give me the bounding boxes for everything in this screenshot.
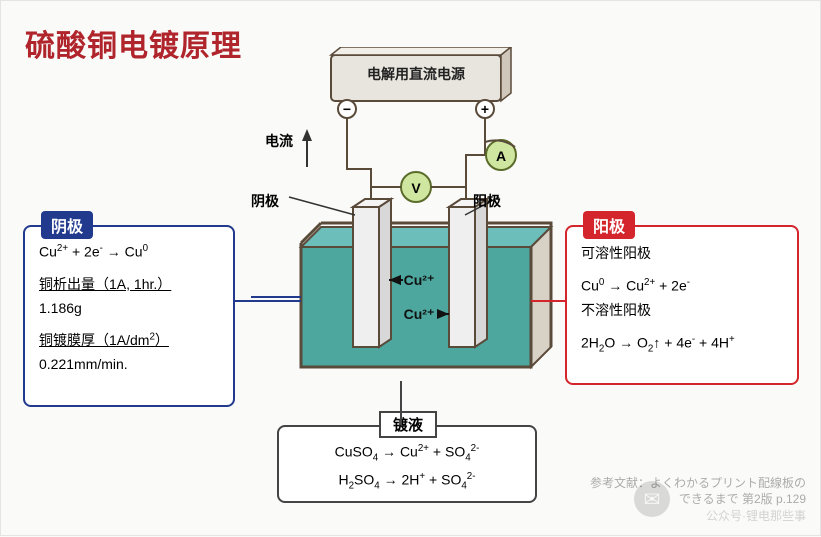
electroplating-diagram: 电解用直流电源 − + V A Cu²⁺ Cu²⁺ (251, 47, 591, 387)
equation-line: 1.186g (39, 300, 219, 316)
equation-line: H2SO4 → 2H+ + SO42- (295, 471, 519, 491)
watermark-badge: 公众号·锂电那些事 (590, 508, 806, 525)
svg-text:−: − (343, 101, 351, 117)
cathode-info-box: Cu2+ + 2e- → Cu0 铜析出量（1A, 1hr.） 1.186g 铜镀膜厚… (23, 225, 235, 407)
watermark-line1: 参考文献：よくわかるプリント配線板の (590, 475, 806, 492)
equation-line: 铜析出量（1A, 1hr.） (39, 274, 219, 294)
svg-text:Cu²⁺: Cu²⁺ (404, 272, 435, 288)
equation-line: 不溶性阳极 (581, 300, 783, 320)
cathode-diagram-label: 阴极 (251, 191, 279, 211)
page-title: 硫酸铜电镀原理 (25, 21, 242, 65)
svg-text:Cu²⁺: Cu²⁺ (404, 306, 435, 322)
equation-line: 0.221mm/min. (39, 356, 219, 372)
bath-head-label: 镀液 (379, 411, 437, 438)
reference-watermark: 参考文献：よくわかるプリント配線板の できるまで 第2版 p.129 公众号·锂… (590, 475, 806, 525)
svg-text:V: V (411, 180, 421, 196)
anode-info-box: 可溶性阳极 Cu0 → Cu2+ + 2e- 不溶性阳极 2H2O → O2↑ + 4… (565, 225, 799, 385)
svg-text:A: A (496, 148, 506, 164)
current-label: 电流 (265, 131, 293, 151)
equation-line: Cu2+ + 2e- → Cu0 (39, 243, 219, 260)
equation-line: 铜镀膜厚（1A/dm2） (39, 330, 219, 350)
watermark-line2: できるまで 第2版 p.129 (590, 491, 806, 508)
equation-line: 可溶性阳极 (581, 243, 783, 263)
equation-line: Cu0 → Cu2+ + 2e- (581, 277, 783, 294)
anode-diagram-label: 阳极 (473, 191, 501, 211)
equation-line: CuSO4 → Cu2+ + SO42- (295, 443, 519, 463)
equation-line: 2H2O → O2↑ + 4e- + 4H+ (581, 334, 783, 354)
svg-text:电解用直流电源: 电解用直流电源 (367, 66, 465, 82)
cathode-head-label: 阴极 (41, 211, 93, 239)
svg-text:+: + (481, 101, 489, 117)
